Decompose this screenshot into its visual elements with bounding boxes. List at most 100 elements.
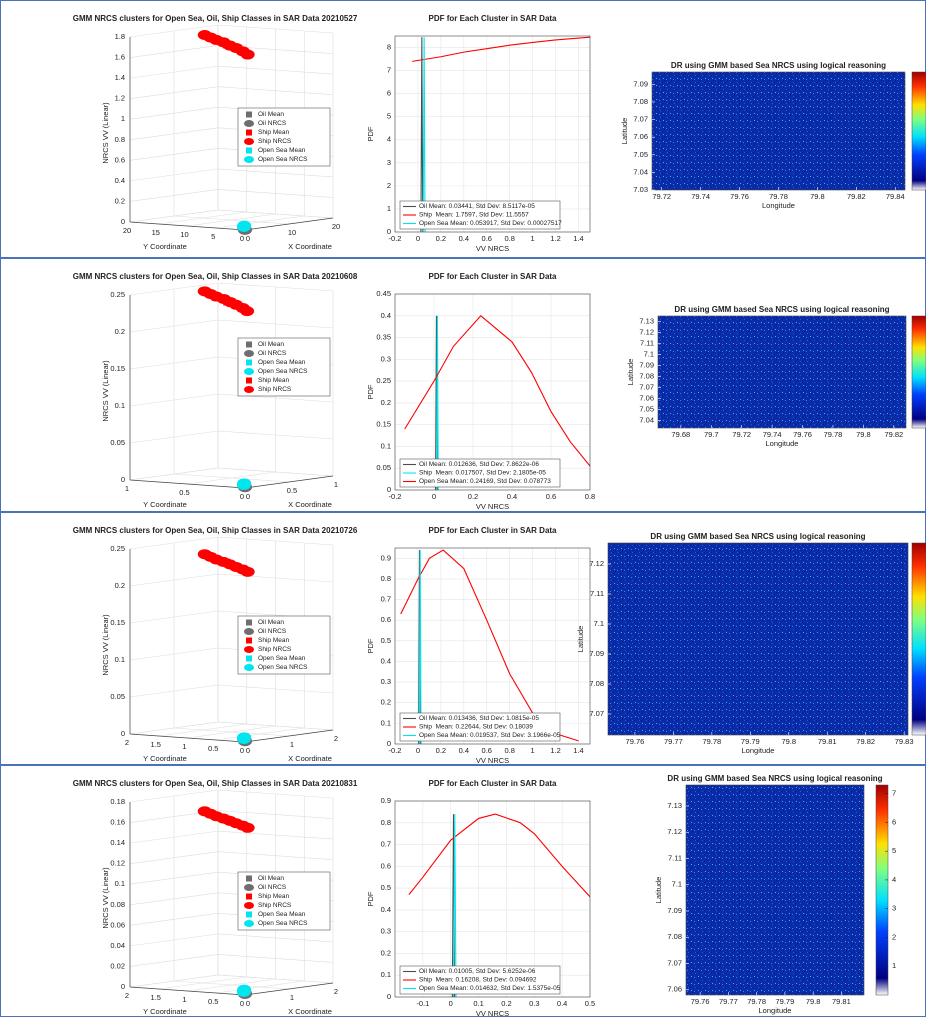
x-tick-label: 0.1 — [473, 999, 483, 1008]
x-tick-label: 79.81 — [818, 737, 837, 746]
panel: 79.76 79.77 79.78 79.79 79.8 79.81 79.82 79.83 7… — [576, 532, 926, 755]
y-tick-label: 1.5 — [151, 740, 161, 749]
y-tick-label: 7.12 — [639, 327, 654, 336]
colorbar — [911, 315, 926, 429]
plot-frame — [394, 35, 591, 233]
x-tick-label: -0.1 — [416, 999, 429, 1008]
point — [237, 478, 252, 489]
axis-line — [129, 479, 246, 489]
legend-marker — [244, 368, 254, 375]
point — [237, 732, 252, 743]
legend-label: Ship Mean — [258, 637, 289, 644]
x-tick-label: 0 — [246, 999, 250, 1008]
y-tick-label: 0.35 — [376, 333, 391, 342]
legend-box — [399, 200, 561, 230]
chart-title: DR using GMM based Sea NRCS using logica… — [674, 305, 889, 314]
z-tick-label: 0.08 — [110, 900, 125, 909]
legend-box — [399, 712, 561, 742]
x-tick-label: 79.77 — [719, 997, 738, 1006]
x-tick-label: 79.82 — [856, 737, 875, 746]
x-tick-label: 0 — [246, 746, 250, 755]
y-tick-label: 5 — [211, 232, 215, 241]
grid-line — [129, 467, 219, 481]
legend-label: Ship Mean: 1.7597, Std Dev: 11.5557 — [419, 212, 529, 219]
legend-box — [237, 107, 331, 167]
y-tick-label: 1.5 — [151, 993, 161, 1002]
x-tick-label: 1.2 — [550, 746, 560, 755]
legend-label: Oil NRCS — [258, 628, 287, 635]
y-tick-label: 7.08 — [633, 97, 648, 106]
x-tick-label: 79.8 — [806, 997, 821, 1006]
legend-label: Oil Mean: 0.012636, Std Dev: 7.8622e-06 — [419, 461, 539, 468]
axis-line — [244, 475, 334, 489]
panel: 00.020.040.060.080.10.120.140.160.180120… — [73, 779, 358, 1016]
legend-marker — [244, 664, 254, 671]
y-tick-label: 1 — [182, 742, 186, 751]
x-tick-label: 79.8 — [810, 192, 825, 201]
x-tick-label: 1.2 — [550, 234, 560, 243]
x-tick-label: 0 — [432, 492, 436, 501]
legend-label: Open Sea NRCS — [258, 156, 308, 163]
y-tick-label: 7.03 — [633, 185, 648, 194]
y-tick-label: 7.08 — [639, 371, 654, 380]
y-tick-label: 0.05 — [376, 463, 391, 472]
z-tick-label: 0.6 — [115, 155, 125, 164]
z-tick-label: 0.02 — [110, 961, 125, 970]
chart-title: GMM NRCS clusters for Open Sea, Oil, Shi… — [73, 779, 358, 788]
z-tick-label: 0 — [121, 475, 125, 484]
axis-line — [129, 221, 246, 231]
x-tick-label: 0.3 — [529, 999, 539, 1008]
x-tick-label: 0.2 — [436, 234, 446, 243]
legend-marker — [246, 893, 252, 900]
y-axis-label: Y Coordinate — [143, 1007, 187, 1016]
y-tick-label: 0.9 — [381, 796, 391, 805]
x-axis-label: VV NRCS — [476, 502, 509, 511]
z-tick-label: 1.8 — [115, 32, 125, 41]
y-tick-label: 1 — [387, 204, 391, 213]
sar-image — [607, 542, 909, 736]
y-tick-label: 0.4 — [381, 656, 391, 665]
legend-label: Ship NRCS — [258, 386, 292, 393]
x-tick-label: 0.6 — [482, 746, 492, 755]
point — [240, 822, 255, 833]
x-tick-label: 79.83 — [895, 737, 914, 746]
y-tick-label: 0.4 — [381, 905, 391, 914]
x-tick-label: 79.72 — [732, 430, 751, 439]
line-series — [435, 315, 439, 490]
x-axis-label: Longitude — [762, 201, 795, 210]
grid-line — [129, 721, 219, 735]
legend-label: Oil Mean: 0.01005, Std Dev: 5.6252e-06 — [419, 968, 536, 975]
grid-line — [187, 978, 276, 992]
line-series — [452, 814, 457, 997]
y-tick-label: 7.09 — [589, 649, 604, 658]
x-tick-label: 1 — [290, 740, 294, 749]
legend-label: Oil Mean — [258, 341, 284, 348]
legend-box — [237, 615, 331, 675]
z-tick-label: 1.6 — [115, 53, 125, 62]
line-series — [404, 315, 590, 467]
x-axis-label: VV NRCS — [476, 756, 509, 765]
legend-marker — [246, 111, 252, 118]
legend-marker — [244, 386, 254, 393]
x-tick-label: -0.2 — [389, 234, 402, 243]
y-tick-label: 7.04 — [633, 167, 648, 176]
y-tick-label: 0 — [240, 234, 244, 243]
legend-label: Open Sea Mean: 0.053917, Std Dev: 0.0002… — [419, 220, 562, 227]
chart-title: GMM NRCS clusters for Open Sea, Oil, Shi… — [73, 526, 358, 535]
grid-line — [187, 213, 276, 227]
legend-label: Ship Mean — [258, 129, 289, 136]
legend-label: Ship Mean: 0.22644, Std Dev: 0.18039 — [419, 724, 533, 731]
z-tick-label: 0.8 — [115, 135, 125, 144]
y-tick-label: 7.07 — [633, 115, 648, 124]
grid-line — [129, 974, 219, 988]
x-tick-label: 79.78 — [747, 997, 766, 1006]
y-tick-label: 0.5 — [381, 636, 391, 645]
grid-line — [158, 723, 247, 737]
x-tick-label: 0.4 — [557, 999, 567, 1008]
y-tick-label: 0.8 — [381, 818, 391, 827]
legend-label: Oil NRCS — [258, 884, 287, 891]
legend-box — [399, 965, 561, 995]
z-tick-label: 0.05 — [110, 438, 125, 447]
point — [240, 49, 255, 60]
y-tick-label: 7.13 — [639, 316, 654, 325]
